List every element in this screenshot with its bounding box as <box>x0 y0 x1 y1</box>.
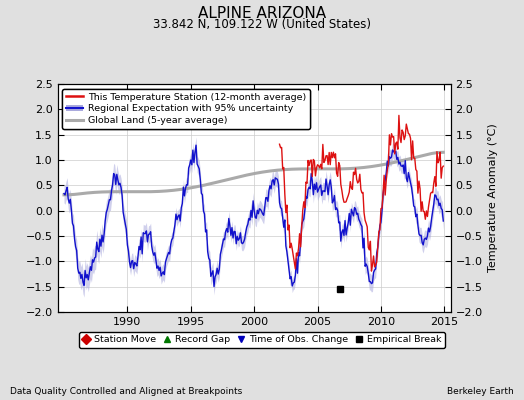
Text: Data Quality Controlled and Aligned at Breakpoints: Data Quality Controlled and Aligned at B… <box>10 387 243 396</box>
Text: Berkeley Earth: Berkeley Earth <box>447 387 514 396</box>
Text: ALPINE ARIZONA: ALPINE ARIZONA <box>198 6 326 21</box>
Y-axis label: Temperature Anomaly (°C): Temperature Anomaly (°C) <box>488 124 498 272</box>
Legend: Station Move, Record Gap, Time of Obs. Change, Empirical Break: Station Move, Record Gap, Time of Obs. C… <box>79 332 445 348</box>
Text: 33.842 N, 109.122 W (United States): 33.842 N, 109.122 W (United States) <box>153 18 371 31</box>
Legend: This Temperature Station (12-month average), Regional Expectation with 95% uncer: This Temperature Station (12-month avera… <box>62 89 310 129</box>
